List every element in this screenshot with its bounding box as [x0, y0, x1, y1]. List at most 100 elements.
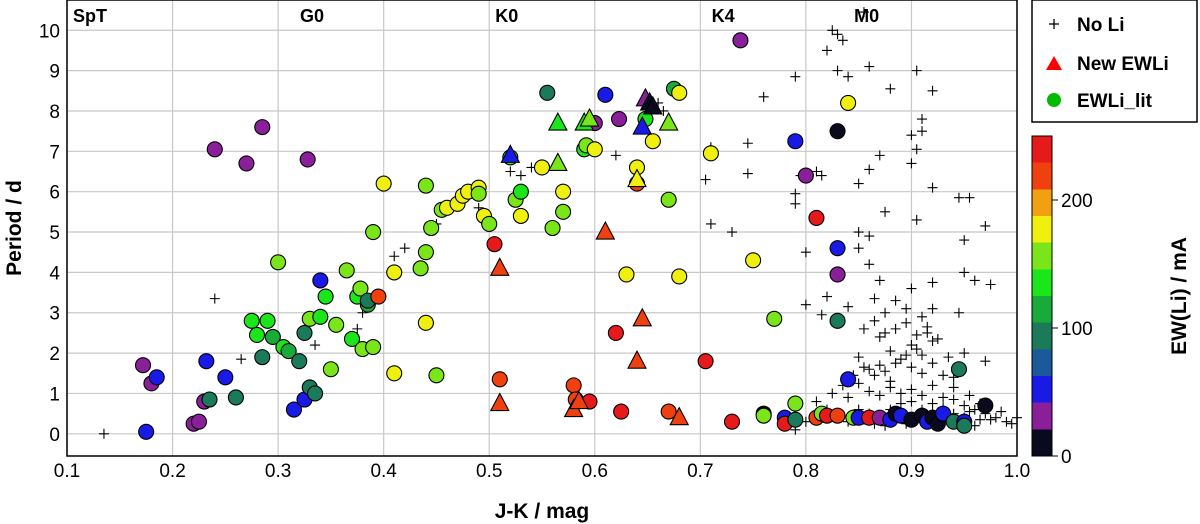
no-li-point: [858, 323, 869, 334]
y-axis-title: Period / d: [3, 180, 26, 276]
no-li-point: [927, 380, 938, 391]
ewli-lit-point: [956, 417, 973, 434]
spectral-type-label: G0: [300, 6, 324, 26]
no-li-point: [874, 360, 885, 371]
y-tick-label: 1: [49, 384, 60, 405]
no-li-point: [917, 126, 927, 137]
ewli-lit-point: [555, 183, 572, 200]
colorbar-tick-label: 0: [1061, 447, 1072, 468]
new-ewli-point: [595, 220, 616, 240]
no-li-point: [742, 138, 753, 149]
no-li-point: [399, 243, 410, 254]
no-li-point: [790, 71, 801, 82]
x-tick-label: 0.5: [476, 461, 502, 482]
new-ewli-point: [642, 95, 663, 115]
ewli-lit-point: [671, 268, 688, 285]
ewli-lit-point: [644, 133, 661, 150]
no-li-point: [948, 394, 959, 405]
ewli-lit-point: [238, 155, 255, 172]
spectral-type-label: K0: [495, 6, 518, 26]
ewli-lit-point: [697, 353, 714, 370]
no-li-point: [906, 283, 917, 294]
no-li-point: [874, 331, 885, 342]
ewli-lit-point: [797, 167, 814, 184]
no-li-point: [827, 25, 838, 36]
colorbar-gradient: [1031, 135, 1053, 457]
no-li-point: [874, 390, 885, 401]
no-li-point: [917, 350, 927, 361]
ewli-lit-point: [935, 405, 952, 422]
ewli-lit-point: [138, 423, 155, 440]
no-li-point: [885, 346, 896, 357]
ewli-lit-point: [481, 215, 498, 233]
colorbar-tick-label: 100: [1061, 319, 1093, 340]
no-li-point: [948, 382, 959, 393]
ewli-lit-point: [322, 361, 339, 378]
no-li-point: [864, 61, 875, 72]
new-ewli-point: [489, 392, 510, 412]
ewli-lit-point: [671, 84, 688, 101]
no-li-point: [890, 295, 901, 306]
grid: [66, 0, 1018, 456]
new-ewli-point: [669, 406, 690, 426]
ewli-lit-point: [312, 272, 329, 289]
no-li-point: [827, 388, 838, 399]
y-tick-label: 8: [49, 102, 60, 123]
ewli-lit-point: [190, 413, 207, 430]
ewli-lit-point: [618, 266, 635, 283]
no-li-point: [917, 311, 927, 322]
no-li-point: [906, 384, 917, 395]
ewli-lit-point: [840, 94, 857, 111]
no-li-point: [853, 178, 864, 189]
ewli-lit-point: [512, 183, 529, 200]
no-li-point: [906, 130, 917, 141]
no-li-point: [727, 227, 737, 238]
y-tick-label: 9: [49, 62, 60, 83]
ewli-lit-point: [486, 236, 503, 253]
x-tick-label: 0.8: [793, 461, 819, 482]
no-li-point: [975, 414, 986, 425]
legend: No Li New EWLi EWLi_lit: [1031, 0, 1198, 123]
no-li-point: [985, 279, 996, 290]
x-axis-title: J-K / mag: [495, 500, 590, 523]
ewli-lit-point: [365, 223, 382, 241]
no-li-point: [310, 340, 321, 351]
ewli-lit-point: [365, 338, 382, 356]
y-tick-label: 2: [49, 344, 60, 365]
ewli-lit-point: [660, 191, 677, 208]
ewli-lit-point: [597, 86, 614, 103]
no-li-point: [869, 293, 880, 304]
no-li-point: [864, 386, 875, 397]
ewli-lit-point: [206, 141, 223, 158]
no-li-point: [927, 303, 938, 314]
colorbar-ticks: 0 100 200: [1052, 191, 1093, 468]
ewli-lit-point: [148, 369, 165, 386]
ewli-lit-point: [423, 219, 440, 237]
no-li-point: [853, 378, 864, 389]
ewli-lit-point: [270, 254, 287, 271]
no-li-point: [880, 206, 891, 217]
ewli-lit-point: [317, 288, 334, 305]
ewli-lit-point: [950, 361, 967, 378]
colorbar-tick-label: 200: [1061, 191, 1093, 212]
x-tick-label: 0.3: [265, 461, 291, 482]
no-li-point: [816, 170, 827, 181]
no-li-point: [853, 352, 864, 363]
no-li-point: [927, 277, 938, 288]
no-li-point: [969, 404, 980, 415]
ewli-lit-point: [291, 353, 308, 370]
no-li-point: [943, 352, 954, 363]
ewli-lit-point: [243, 312, 260, 329]
ewli-lit-point: [312, 308, 329, 325]
no-li-point: [911, 329, 922, 340]
legend-new-ewli-label: New EWLi: [1077, 54, 1169, 75]
no-li-point: [236, 354, 247, 365]
new-ewli-point: [658, 111, 679, 131]
ewli-lit-point: [248, 326, 266, 343]
no-li-point: [843, 301, 854, 312]
plot-frame: [66, 0, 1018, 457]
no-li-point: [959, 267, 970, 278]
no-li-point: [885, 83, 896, 94]
no-li-point: [864, 164, 875, 175]
